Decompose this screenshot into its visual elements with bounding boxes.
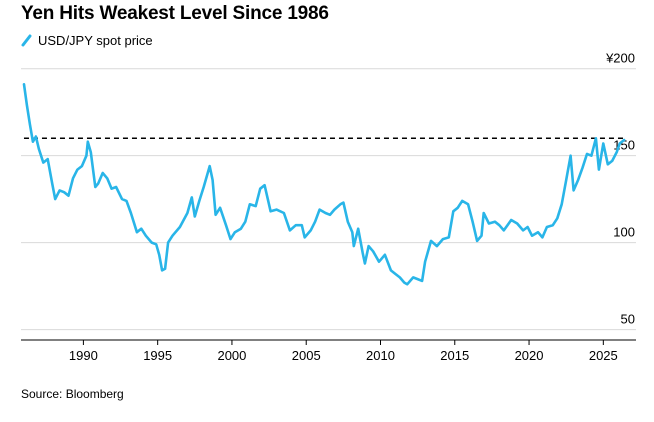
chart-gridlines	[21, 68, 636, 341]
y-tick-label: 50	[621, 312, 635, 327]
x-tick-label: 1995	[143, 348, 172, 363]
series-group	[22, 83, 626, 286]
x-tick-label: 2000	[217, 348, 246, 363]
y-tick-label: 100	[613, 225, 635, 240]
x-tick-label: 2015	[440, 348, 469, 363]
chart-legend: USD/JPY spot price	[21, 33, 153, 48]
legend-swatch-icon	[21, 34, 32, 47]
x-tick-label: 2020	[515, 348, 544, 363]
x-axis-ticks: 1990 1995 2000 2005 2010 2015 2020 2025	[69, 340, 618, 363]
x-tick-label: 2025	[589, 348, 618, 363]
y-tick-label: ¥200	[605, 51, 635, 66]
source-note: Source: Bloomberg	[21, 387, 124, 401]
chart-title: Yen Hits Weakest Level Since 1986	[21, 3, 329, 24]
x-tick-label: 2005	[292, 348, 321, 363]
legend-label: USD/JPY spot price	[38, 33, 153, 48]
x-tick-label: 2010	[366, 348, 395, 363]
series-line-usd-jpy	[22, 83, 626, 286]
x-tick-label: 1990	[69, 348, 98, 363]
